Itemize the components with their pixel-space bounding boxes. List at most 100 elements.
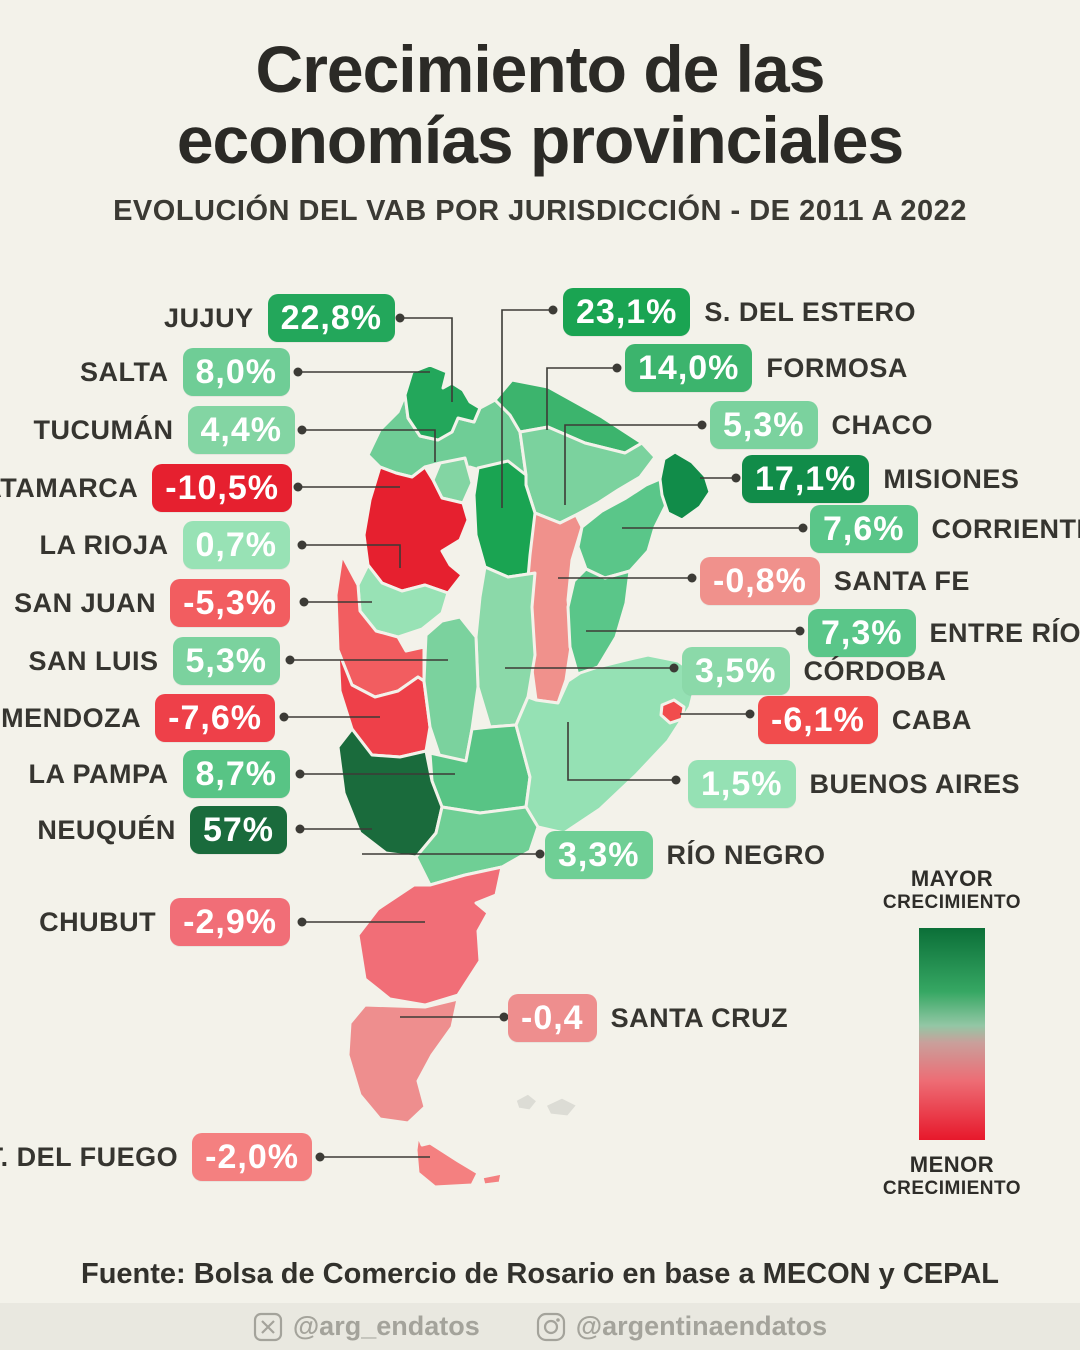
- province-value-tdf: -2,0%: [192, 1133, 312, 1181]
- province-value-sde: 23,1%: [563, 288, 691, 336]
- province-value-chubut: -2,9%: [170, 898, 290, 946]
- instagram-icon: [536, 1312, 565, 1341]
- province-label-santafe: SANTA FE: [833, 565, 970, 596]
- province-row-santacruz: -0,4 SANTA CRUZ: [508, 994, 788, 1042]
- province-value-rionegro: 3,3%: [545, 831, 653, 879]
- province-row-santafe: -0,8% SANTA FE: [700, 557, 970, 605]
- province-label-corrientes: CORRIENTES: [931, 513, 1080, 544]
- province-value-mendoza: -7,6%: [155, 694, 275, 742]
- province-shape-santacruz: [346, 997, 460, 1125]
- province-label-jujuy: JUJUY: [164, 302, 254, 333]
- province-row-rionegro: 3,3% RÍO NEGRO: [545, 831, 826, 879]
- province-row-lapampa: LA PAMPA 8,7%: [28, 750, 290, 798]
- province-row-cordoba: 3,5% CÓRDOBA: [682, 647, 947, 695]
- province-label-catamarca: CATAMARCA: [0, 472, 139, 503]
- province-shape-tdf: [414, 1133, 480, 1189]
- province-value-caba: -6,1%: [758, 696, 878, 744]
- province-label-sanjuan: SAN JUAN: [14, 587, 157, 618]
- province-shape-entrerios: [566, 567, 632, 677]
- islands-malvinas-east: [543, 1095, 580, 1119]
- province-value-salta: 8,0%: [182, 348, 290, 396]
- argentina-map: [334, 363, 710, 1189]
- province-label-santacruz: SANTA CRUZ: [610, 1002, 789, 1033]
- province-label-cordoba: CÓRDOBA: [803, 655, 947, 686]
- province-value-sanluis: 5,3%: [172, 637, 280, 685]
- province-row-sanjuan: SAN JUAN -5,3%: [14, 579, 290, 627]
- province-value-lapampa: 8,7%: [182, 750, 290, 798]
- province-row-sde: 23,1% S. DEL ESTERO: [563, 288, 916, 336]
- province-row-misiones: 17,1% MISIONES: [742, 455, 1019, 503]
- province-value-neuquen: 57%: [189, 806, 287, 854]
- province-shape-chubut: [356, 865, 504, 1007]
- header: Crecimiento de las economías provinciale…: [0, 32, 1080, 228]
- title-line-1: Crecimiento de las: [255, 32, 826, 106]
- legend-top-sub: CRECIMIENTO: [882, 892, 1022, 913]
- social-bar: @arg_endatos @argentinaendatos: [0, 1303, 1080, 1350]
- province-value-misiones: 17,1%: [742, 455, 870, 503]
- province-row-salta: SALTA 8,0%: [80, 348, 290, 396]
- province-row-neuquen: NEUQUÉN 57%: [37, 806, 287, 854]
- province-value-sanjuan: -5,3%: [170, 579, 290, 627]
- province-row-jujuy: JUJUY 22,8%: [164, 294, 395, 342]
- province-label-formosa: FORMOSA: [766, 352, 908, 383]
- x-twitter-icon: [253, 1312, 282, 1341]
- province-row-formosa: 14,0% FORMOSA: [625, 344, 908, 392]
- province-value-formosa: 14,0%: [625, 344, 753, 392]
- province-label-sde: S. DEL ESTERO: [704, 296, 916, 327]
- instagram-handle-text: @argentinaendatos: [575, 1311, 828, 1341]
- province-value-santafe: -0,8%: [700, 557, 820, 605]
- province-label-larioja: LA RIOJA: [39, 529, 169, 560]
- province-value-chaco: 5,3%: [710, 401, 818, 449]
- province-row-buenosaires: 1,5% BUENOS AIRES: [688, 760, 1020, 808]
- province-row-entrerios: 7,3% ENTRE RÍOS: [808, 609, 1080, 657]
- province-row-sanluis: SAN LUIS 5,3%: [28, 637, 280, 685]
- province-label-salta: SALTA: [80, 356, 169, 387]
- province-label-misiones: MISIONES: [883, 463, 1020, 494]
- province-shape-caba: [659, 698, 686, 725]
- color-legend: MAYOR CRECIMIENTO MENOR CRECIMIENTO: [852, 866, 1052, 1200]
- province-label-sanluis: SAN LUIS: [28, 645, 159, 676]
- province-label-buenosaires: BUENOS AIRES: [809, 768, 1021, 799]
- province-label-chubut: CHUBUT: [39, 906, 157, 937]
- legend-bottom-bold: MENOR: [909, 1152, 995, 1177]
- province-row-caba: -6,1% CABA: [758, 696, 972, 744]
- province-row-larioja: LA RIOJA 0,7%: [39, 521, 290, 569]
- province-label-chaco: CHACO: [831, 409, 933, 440]
- province-shape-tdf-islet: [480, 1171, 504, 1187]
- province-value-tucuman: 4,4%: [187, 406, 295, 454]
- province-value-catamarca: -10,5%: [152, 464, 292, 512]
- twitter-handle: @arg_endatos: [253, 1311, 480, 1342]
- province-row-tucuman: TUCUMÁN 4,4%: [34, 406, 295, 454]
- province-value-larioja: 0,7%: [182, 521, 290, 569]
- legend-gradient-bar: [919, 928, 985, 1140]
- page-subtitle: EVOLUCIÓN DEL VAB POR JURISDICCIÓN - DE …: [113, 194, 967, 227]
- province-row-chaco: 5,3% CHACO: [710, 401, 933, 449]
- province-label-caba: CABA: [891, 704, 972, 735]
- province-row-corrientes: 7,6% CORRIENTES: [810, 505, 1080, 553]
- province-value-cordoba: 3,5%: [682, 647, 790, 695]
- province-label-lapampa: LA PAMPA: [28, 758, 169, 789]
- province-value-santacruz: -0,4: [508, 994, 597, 1042]
- province-label-tdf: T. DEL FUEGO: [0, 1141, 179, 1172]
- province-label-entrerios: ENTRE RÍOS: [929, 617, 1080, 648]
- province-value-corrientes: 7,6%: [810, 505, 918, 553]
- province-shape-rionegro: [414, 805, 540, 887]
- province-label-tucuman: TUCUMÁN: [33, 414, 174, 445]
- province-row-tdf: T. DEL FUEGO -2,0%: [0, 1133, 312, 1181]
- province-row-mendoza: MENDOZA -7,6%: [1, 694, 275, 742]
- province-label-mendoza: MENDOZA: [1, 702, 142, 733]
- province-label-neuquen: NEUQUÉN: [37, 814, 176, 845]
- instagram-handle: @argentinaendatos: [536, 1311, 827, 1342]
- province-label-rionegro: RÍO NEGRO: [666, 839, 826, 870]
- islands-malvinas-west: [513, 1091, 540, 1113]
- legend-bottom-sub: CRECIMIENTO: [882, 1178, 1022, 1199]
- province-value-jujuy: 22,8%: [267, 294, 395, 342]
- province-value-buenosaires: 1,5%: [688, 760, 796, 808]
- page-title: Crecimiento de las economías provinciale…: [0, 32, 1080, 178]
- source-credit: Fuente: Bolsa de Comercio de Rosario en …: [80, 1258, 999, 1290]
- province-value-entrerios: 7,3%: [808, 609, 916, 657]
- twitter-handle-text: @arg_endatos: [292, 1311, 480, 1341]
- province-row-chubut: CHUBUT -2,9%: [39, 898, 290, 946]
- title-line-2: economías provinciales: [176, 103, 904, 178]
